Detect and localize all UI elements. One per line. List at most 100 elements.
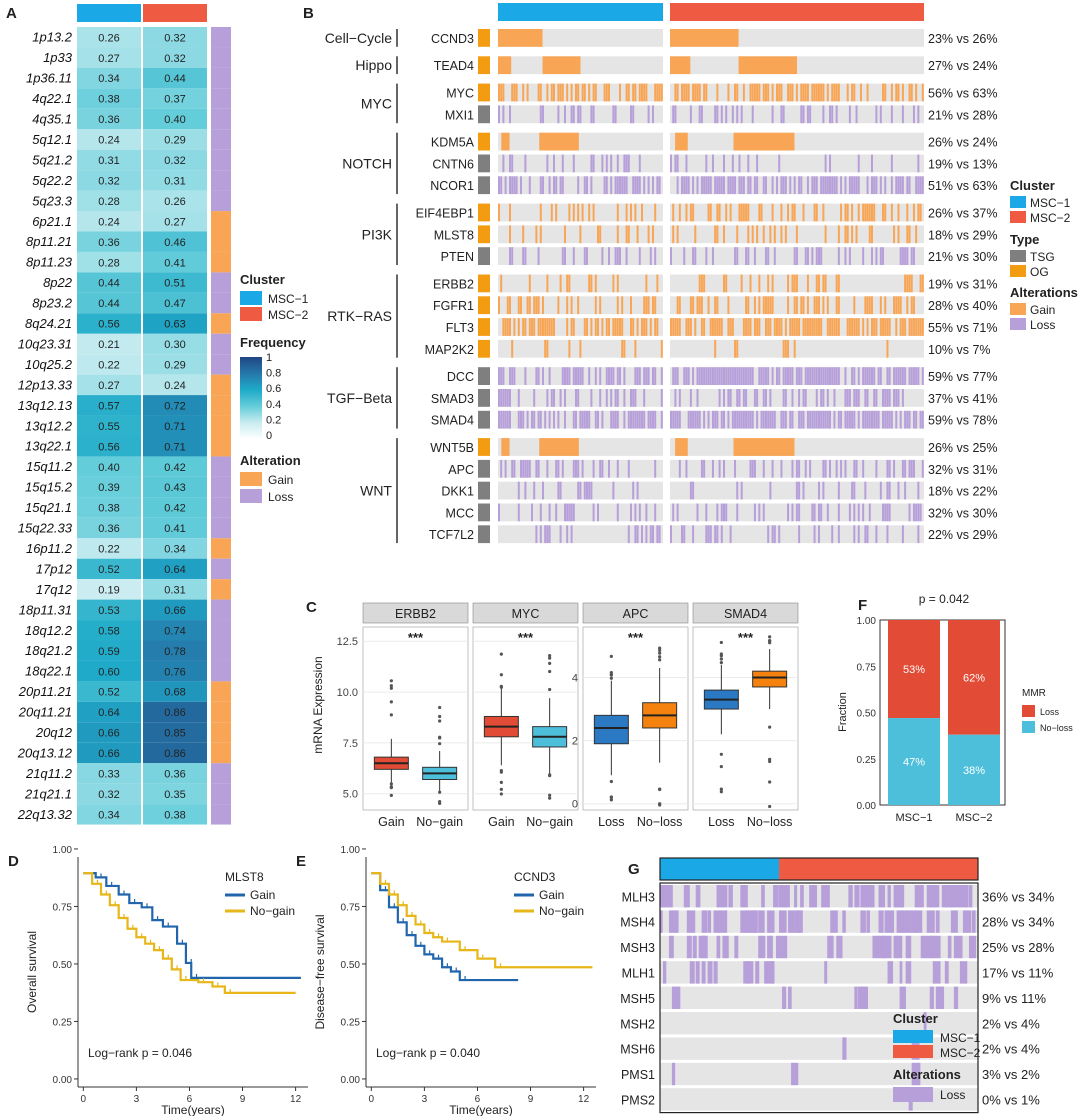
row-label: 20p11.21 <box>18 684 72 699</box>
alteration-mark <box>787 83 790 102</box>
alteration-mark <box>711 247 714 265</box>
cell-value: 0.53 <box>98 605 119 617</box>
alteration-mark <box>509 225 511 244</box>
cell-value: 0.22 <box>98 544 119 556</box>
alteration-mark <box>826 83 829 102</box>
alteration-mark <box>872 935 880 959</box>
alteration-mark <box>910 459 913 478</box>
type-marker <box>478 225 490 244</box>
outlier-point <box>719 652 723 656</box>
alteration-mark <box>723 274 725 293</box>
alteration-mark <box>738 176 741 195</box>
alteration-mark <box>795 367 798 385</box>
alteration-mark <box>782 367 785 385</box>
alteration-mark <box>643 410 646 429</box>
heat-cell <box>143 108 207 130</box>
cell-value: 0.66 <box>164 605 185 617</box>
alteration-mark <box>509 247 511 265</box>
percent-label: 26% vs 24% <box>928 136 997 150</box>
alteration-mark <box>837 247 840 265</box>
alteration-mark <box>897 481 900 500</box>
alteration-mark <box>809 410 812 429</box>
alteration-mark <box>831 176 834 195</box>
alteration-mark <box>837 525 840 544</box>
alteration-mark <box>546 154 549 173</box>
alteration-mark <box>597 318 599 336</box>
alteration-mark <box>718 318 721 336</box>
alteration-mark <box>826 176 829 195</box>
alteration-mark <box>888 459 891 478</box>
alteration-mark <box>535 296 538 315</box>
alteration-mark <box>824 225 827 244</box>
alteration-mark <box>862 410 865 429</box>
alteration-mark <box>654 410 657 429</box>
alteration-mark <box>837 274 840 293</box>
alteration-mark <box>905 935 912 959</box>
legend-label: Gain <box>539 888 564 902</box>
legend-label: Gain <box>250 888 275 902</box>
alteration-mark <box>542 56 581 75</box>
alteration-mark <box>687 318 690 336</box>
alteration-mark <box>658 83 661 102</box>
alteration-mark <box>572 318 575 336</box>
alteration-mark <box>815 296 818 315</box>
outlier-point <box>548 687 552 692</box>
cell-value: 0.36 <box>164 769 185 781</box>
alteration-mark <box>791 203 794 222</box>
alteration-mark <box>692 83 695 102</box>
alteration-mark <box>509 367 511 385</box>
alteration-mark <box>875 459 878 478</box>
heat-cell <box>77 67 141 89</box>
heat-cell <box>77 742 141 764</box>
alteration-mark <box>820 410 823 429</box>
alteration-mark <box>901 83 904 102</box>
pathway-label: WNT <box>360 483 392 499</box>
alteration-mark <box>784 339 787 358</box>
alteration-mark <box>714 105 717 124</box>
alteration-mark <box>851 318 854 336</box>
alteration-mark <box>762 83 765 102</box>
row-label: 20q11.21 <box>18 705 72 720</box>
alteration-mark <box>654 503 657 522</box>
row-label: 15q21.1 <box>25 500 72 515</box>
alteration-mark <box>716 83 719 102</box>
alteration-mark <box>557 83 560 102</box>
heat-cell <box>77 497 141 518</box>
alteration-mark <box>787 274 790 293</box>
alteration-mark <box>848 885 853 908</box>
legend-label: No−loss <box>1040 723 1073 733</box>
alteration-mark <box>709 525 712 544</box>
alteration-mark <box>815 203 818 222</box>
alteration-mark <box>581 83 584 102</box>
row-label: 20q13.12 <box>17 745 73 760</box>
alteration-mark <box>824 459 827 478</box>
alteration-mark <box>599 389 602 407</box>
tick-label: 1.00 <box>857 616 877 627</box>
alteration-mark <box>899 410 902 429</box>
alteration-mark <box>557 481 560 500</box>
alteration-mark <box>840 176 843 195</box>
alteration-mark <box>887 961 894 984</box>
alteration-mark <box>601 459 604 478</box>
alteration-cell <box>211 292 231 314</box>
alteration-mark <box>817 274 820 293</box>
alteration-mark <box>848 105 851 124</box>
alteration-mark <box>904 318 907 336</box>
alteration-mark <box>784 225 787 244</box>
alteration-mark <box>498 105 500 124</box>
facet-strip <box>582 602 689 624</box>
alteration-mark <box>747 176 750 195</box>
alteration-mark <box>641 525 643 544</box>
alteration-mark <box>621 318 624 336</box>
heat-cell <box>143 170 207 191</box>
row-label: 8p23.2 <box>32 296 73 311</box>
alteration-mark <box>791 389 794 407</box>
alteration-mark <box>813 525 816 544</box>
alteration-mark <box>612 367 615 385</box>
alteration-mark <box>762 296 765 315</box>
alteration-mark <box>837 410 840 429</box>
alteration-mark <box>687 176 690 195</box>
type-marker <box>478 247 490 265</box>
alteration-mark <box>588 367 591 385</box>
alteration-mark <box>811 83 814 102</box>
